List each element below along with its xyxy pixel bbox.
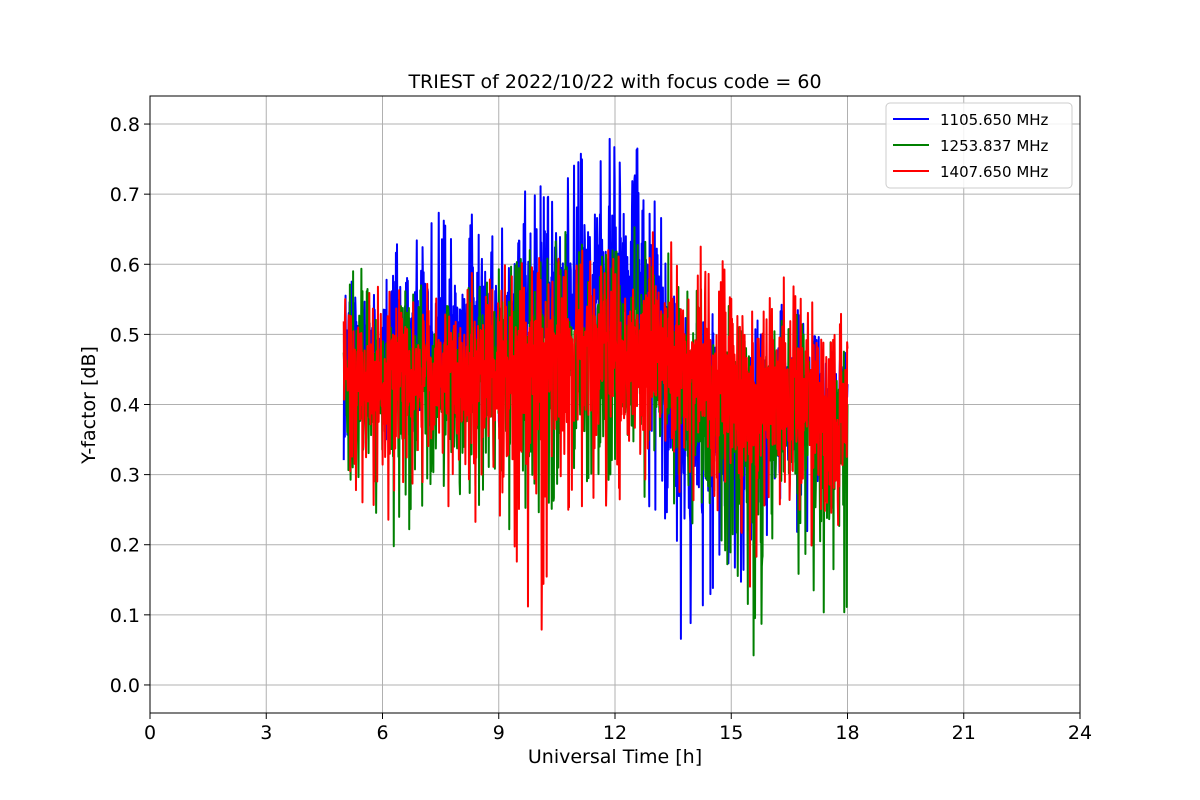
legend-label-1: 1105.650 MHz xyxy=(940,111,1049,129)
x-axis-title: Universal Time [h] xyxy=(528,746,702,768)
x-tick-label: 9 xyxy=(493,722,505,744)
y-tick-label: 0.0 xyxy=(110,675,140,697)
y-axis-ticks: 0.0 0.1 0.2 0.3 0.4 0.5 0.6 0.7 0.8 xyxy=(110,114,150,697)
y-tick-label: 0.6 xyxy=(110,254,140,276)
x-axis-ticks: 0 3 6 9 12 15 18 21 24 xyxy=(144,713,1092,744)
series-line-3 xyxy=(342,231,849,631)
y-tick-label: 0.8 xyxy=(110,114,140,136)
y-tick-label: 0.2 xyxy=(110,535,140,557)
legend: 1105.650 MHz 1253.837 MHz 1407.650 MHz xyxy=(885,102,1073,189)
y-tick-label: 0.7 xyxy=(110,184,140,206)
x-tick-label: 6 xyxy=(376,722,388,744)
x-tick-label: 12 xyxy=(603,722,627,744)
x-tick-label: 18 xyxy=(835,722,859,744)
legend-label-2: 1253.837 MHz xyxy=(940,137,1049,155)
y-tick-label: 0.1 xyxy=(110,605,140,627)
x-tick-label: 0 xyxy=(144,722,156,744)
x-tick-label: 15 xyxy=(719,722,743,744)
y-tick-label: 0.5 xyxy=(110,324,140,346)
y-tick-label: 0.4 xyxy=(110,395,140,417)
y-tick-label: 0.3 xyxy=(110,465,140,487)
legend-box xyxy=(885,102,1073,189)
y-axis-title: Y-factor [dB] xyxy=(78,346,100,465)
x-tick-label: 21 xyxy=(952,722,976,744)
x-tick-label: 24 xyxy=(1068,722,1092,744)
series-lines xyxy=(342,137,849,657)
chart-title: TRIEST of 2022/10/22 with focus code = 6… xyxy=(407,71,821,93)
x-tick-label: 3 xyxy=(260,722,272,744)
legend-label-3: 1407.650 MHz xyxy=(940,163,1049,181)
